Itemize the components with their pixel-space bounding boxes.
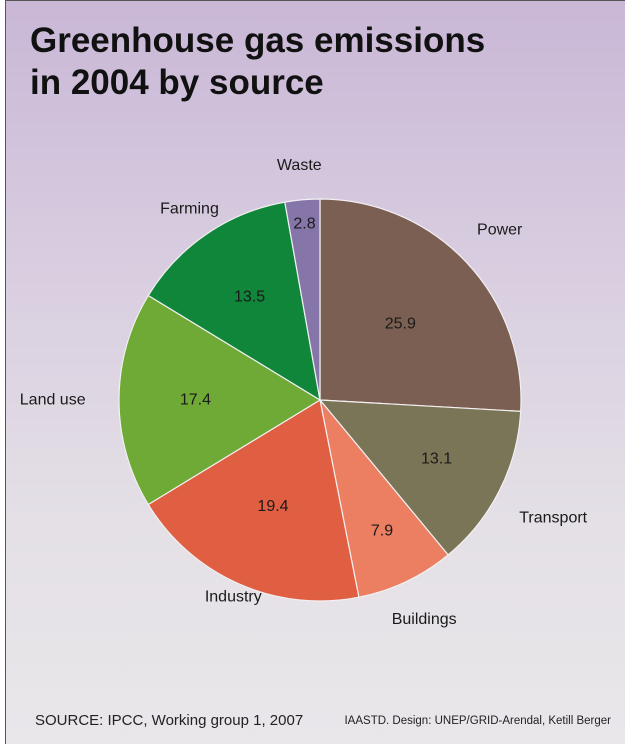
source-note: SOURCE: IPCC, Working group 1, 2007 bbox=[35, 712, 304, 729]
value-label-transport: 13.1 bbox=[421, 450, 452, 467]
design-credit: IAASTD. Design: UNEP/GRID-Arendal, Ketil… bbox=[344, 715, 611, 727]
pie-slice-land-use bbox=[118, 294, 322, 506]
category-label-power: Power bbox=[477, 222, 523, 239]
value-label-buildings: 7.9 bbox=[371, 522, 393, 539]
pie-slice-power bbox=[319, 198, 522, 412]
category-label-industry: Industry bbox=[205, 588, 262, 605]
category-label-farming: Farming bbox=[160, 201, 219, 218]
title-line-1: Greenhouse gas emissions bbox=[30, 21, 486, 60]
category-label-waste: Waste bbox=[277, 157, 322, 174]
category-label-buildings: Buildings bbox=[392, 611, 457, 628]
category-label-transport: Transport bbox=[519, 509, 587, 526]
value-label-waste: 2.8 bbox=[293, 215, 315, 232]
value-label-industry: 19.4 bbox=[257, 498, 288, 515]
pie-slice-farming bbox=[147, 201, 321, 402]
pie-slice-industry bbox=[147, 399, 360, 602]
title-line-2: in 2004 by source bbox=[30, 63, 324, 102]
pie-slice-waste bbox=[284, 198, 321, 401]
value-label-land-use: 17.4 bbox=[180, 392, 211, 409]
value-label-farming: 13.5 bbox=[234, 289, 265, 306]
pie-slice-transport bbox=[318, 399, 522, 556]
category-label-land-use: Land use bbox=[20, 392, 86, 409]
value-label-power: 25.9 bbox=[385, 316, 416, 333]
pie-slice-buildings bbox=[319, 399, 449, 598]
chart-title: Greenhouse gas emissions in 2004 by sour… bbox=[30, 20, 590, 104]
